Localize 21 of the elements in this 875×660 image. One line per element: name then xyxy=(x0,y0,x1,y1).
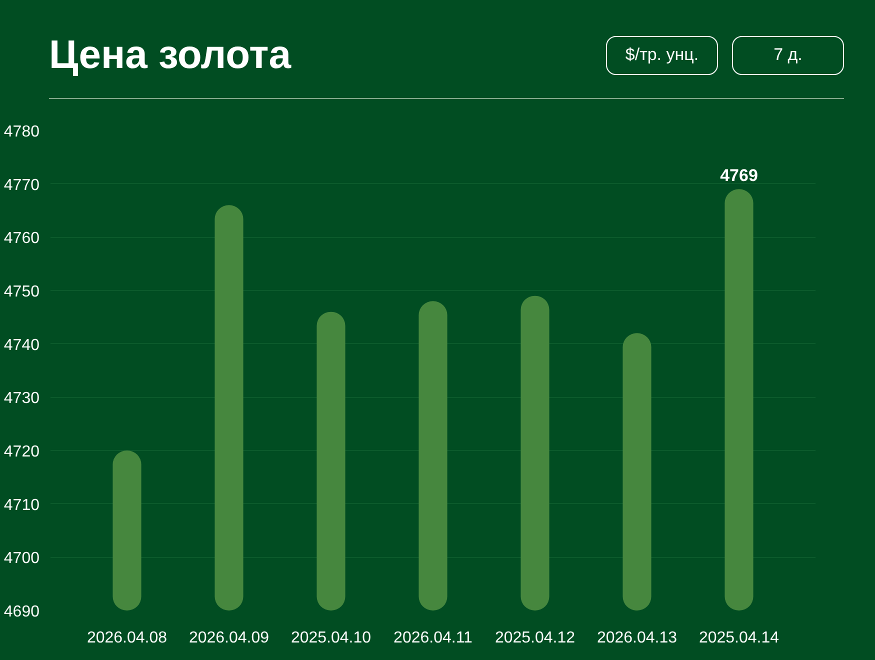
x-tick-label: 2025.04.14 xyxy=(698,630,780,646)
y-tick-label: 4740 xyxy=(4,336,40,354)
x-tick-label: 2026.04.11 xyxy=(394,630,473,646)
y-tick-label: 4720 xyxy=(4,444,40,460)
x-tick-label: 2025.04.10 xyxy=(290,630,372,646)
x-tick-label: 2025.04.12 xyxy=(494,630,576,646)
x-tick-label: 2026.04.08 xyxy=(86,630,168,646)
text: $/тр. унц. xyxy=(606,36,718,75)
y-tick-label: 4710 xyxy=(4,496,40,514)
data-label: 4769 xyxy=(720,166,758,186)
y-tick-label: 4780 xyxy=(4,124,40,140)
y-tick-label: 4750 xyxy=(4,284,40,300)
x-tick-label: 2026.04.09 xyxy=(188,630,270,646)
y-tick-label: 4760 xyxy=(4,230,40,248)
y-tick-label: 4730 xyxy=(4,390,40,408)
x-tick-label: 2026.04.13 xyxy=(596,630,678,646)
chart-title: Цена золота xyxy=(49,32,291,79)
y-tick-label: 4770 xyxy=(4,176,40,194)
text: 7 д. xyxy=(732,36,844,75)
y-tick-label: 4690 xyxy=(4,604,40,620)
y-tick-label: 4700 xyxy=(4,550,40,568)
